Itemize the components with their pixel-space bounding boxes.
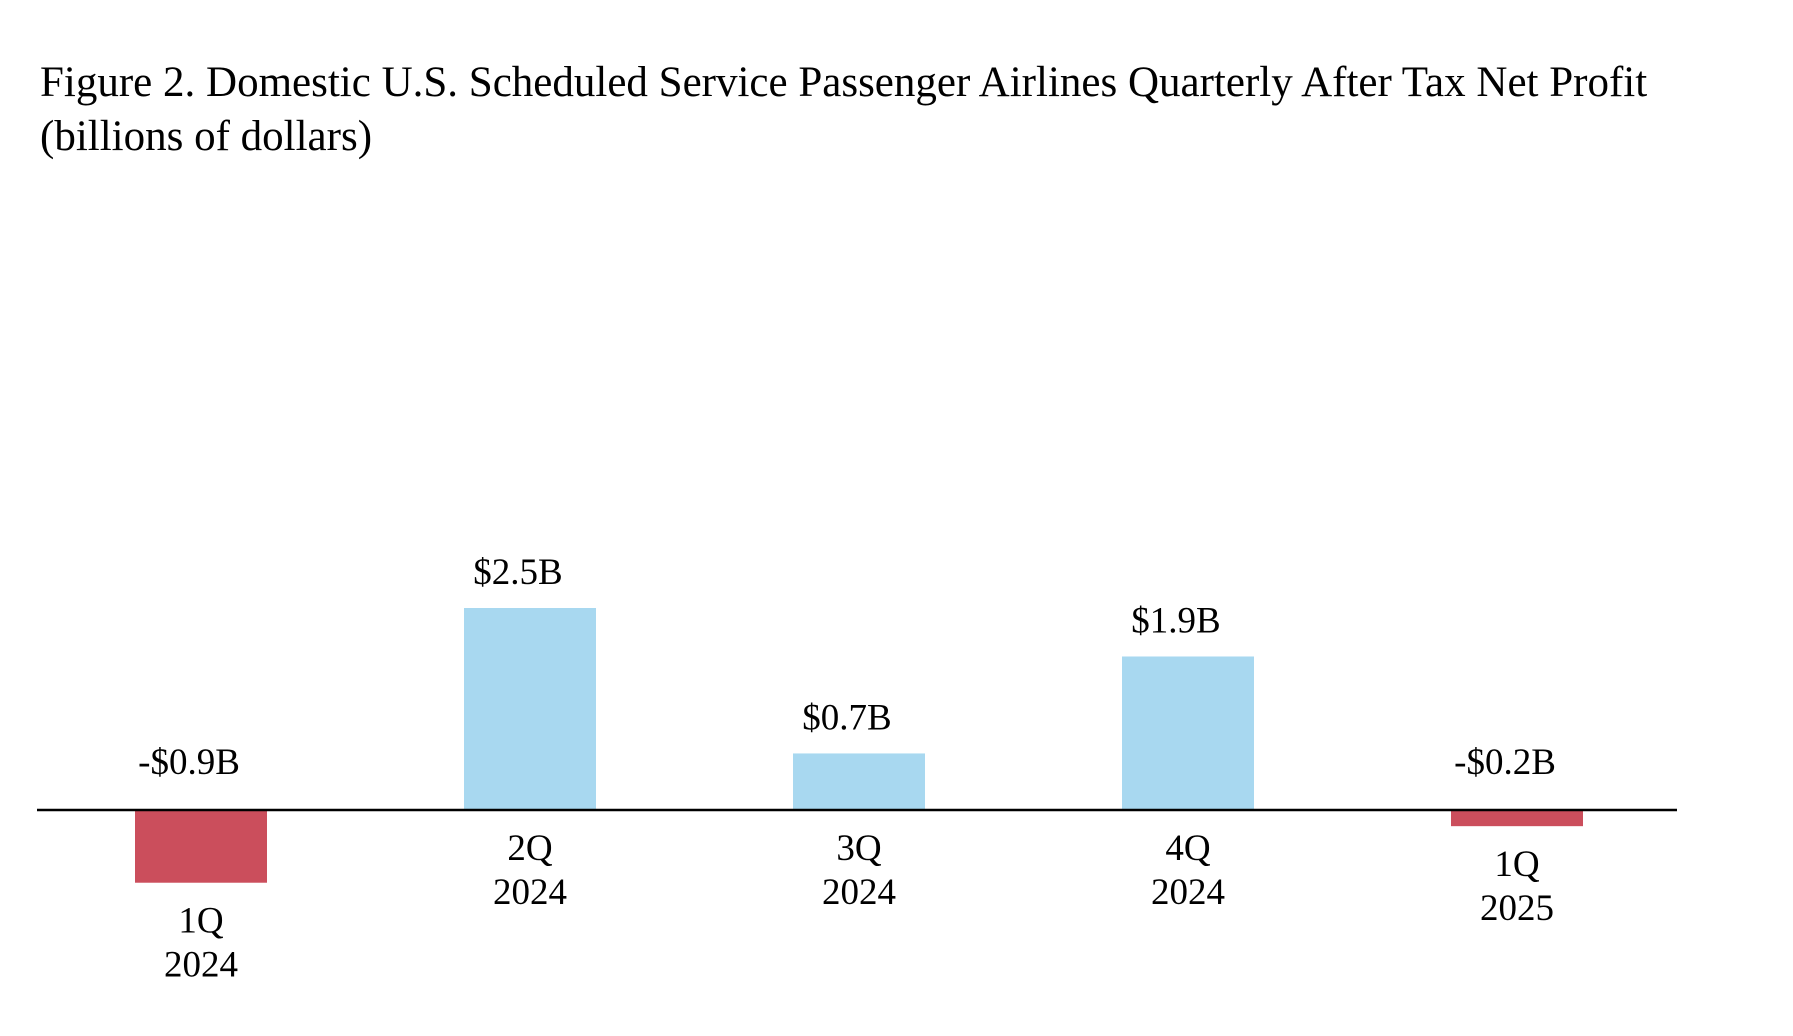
chart-title: Figure 2. Domestic U.S. Scheduled Servic… <box>40 59 1648 160</box>
x-tick-label-3-year: 2024 <box>822 872 896 913</box>
data-label-1: -$0.9B <box>138 742 240 783</box>
data-label-3: $0.7B <box>802 697 891 738</box>
bar-2 <box>464 608 596 810</box>
x-tick-label-2-year: 2024 <box>493 872 567 913</box>
bar-5 <box>1451 810 1583 827</box>
x-tick-label-3-quarter: 3Q <box>836 828 882 869</box>
bars-group <box>135 608 1583 883</box>
x-tick-label-4-year: 2024 <box>1151 872 1225 913</box>
x-tick-label-5-year: 2025 <box>1480 888 1554 929</box>
data-label-2: $2.5B <box>473 552 562 593</box>
bar-1 <box>135 810 267 883</box>
x-tick-label-5-quarter: 1Q <box>1494 844 1540 885</box>
bar-4 <box>1122 656 1254 810</box>
data-label-4: $1.9B <box>1131 600 1220 641</box>
labels-group: -$0.9B1Q2024$2.5B2Q2024$0.7B3Q2024$1.9B4… <box>138 552 1556 986</box>
x-tick-label-4-quarter: 4Q <box>1165 828 1211 869</box>
x-tick-label-2-quarter: 2Q <box>507 828 553 869</box>
data-label-5: -$0.2B <box>1454 742 1556 783</box>
x-tick-label-1-year: 2024 <box>164 945 238 986</box>
bar-3 <box>793 753 925 810</box>
x-tick-label-1-quarter: 1Q <box>178 901 224 942</box>
